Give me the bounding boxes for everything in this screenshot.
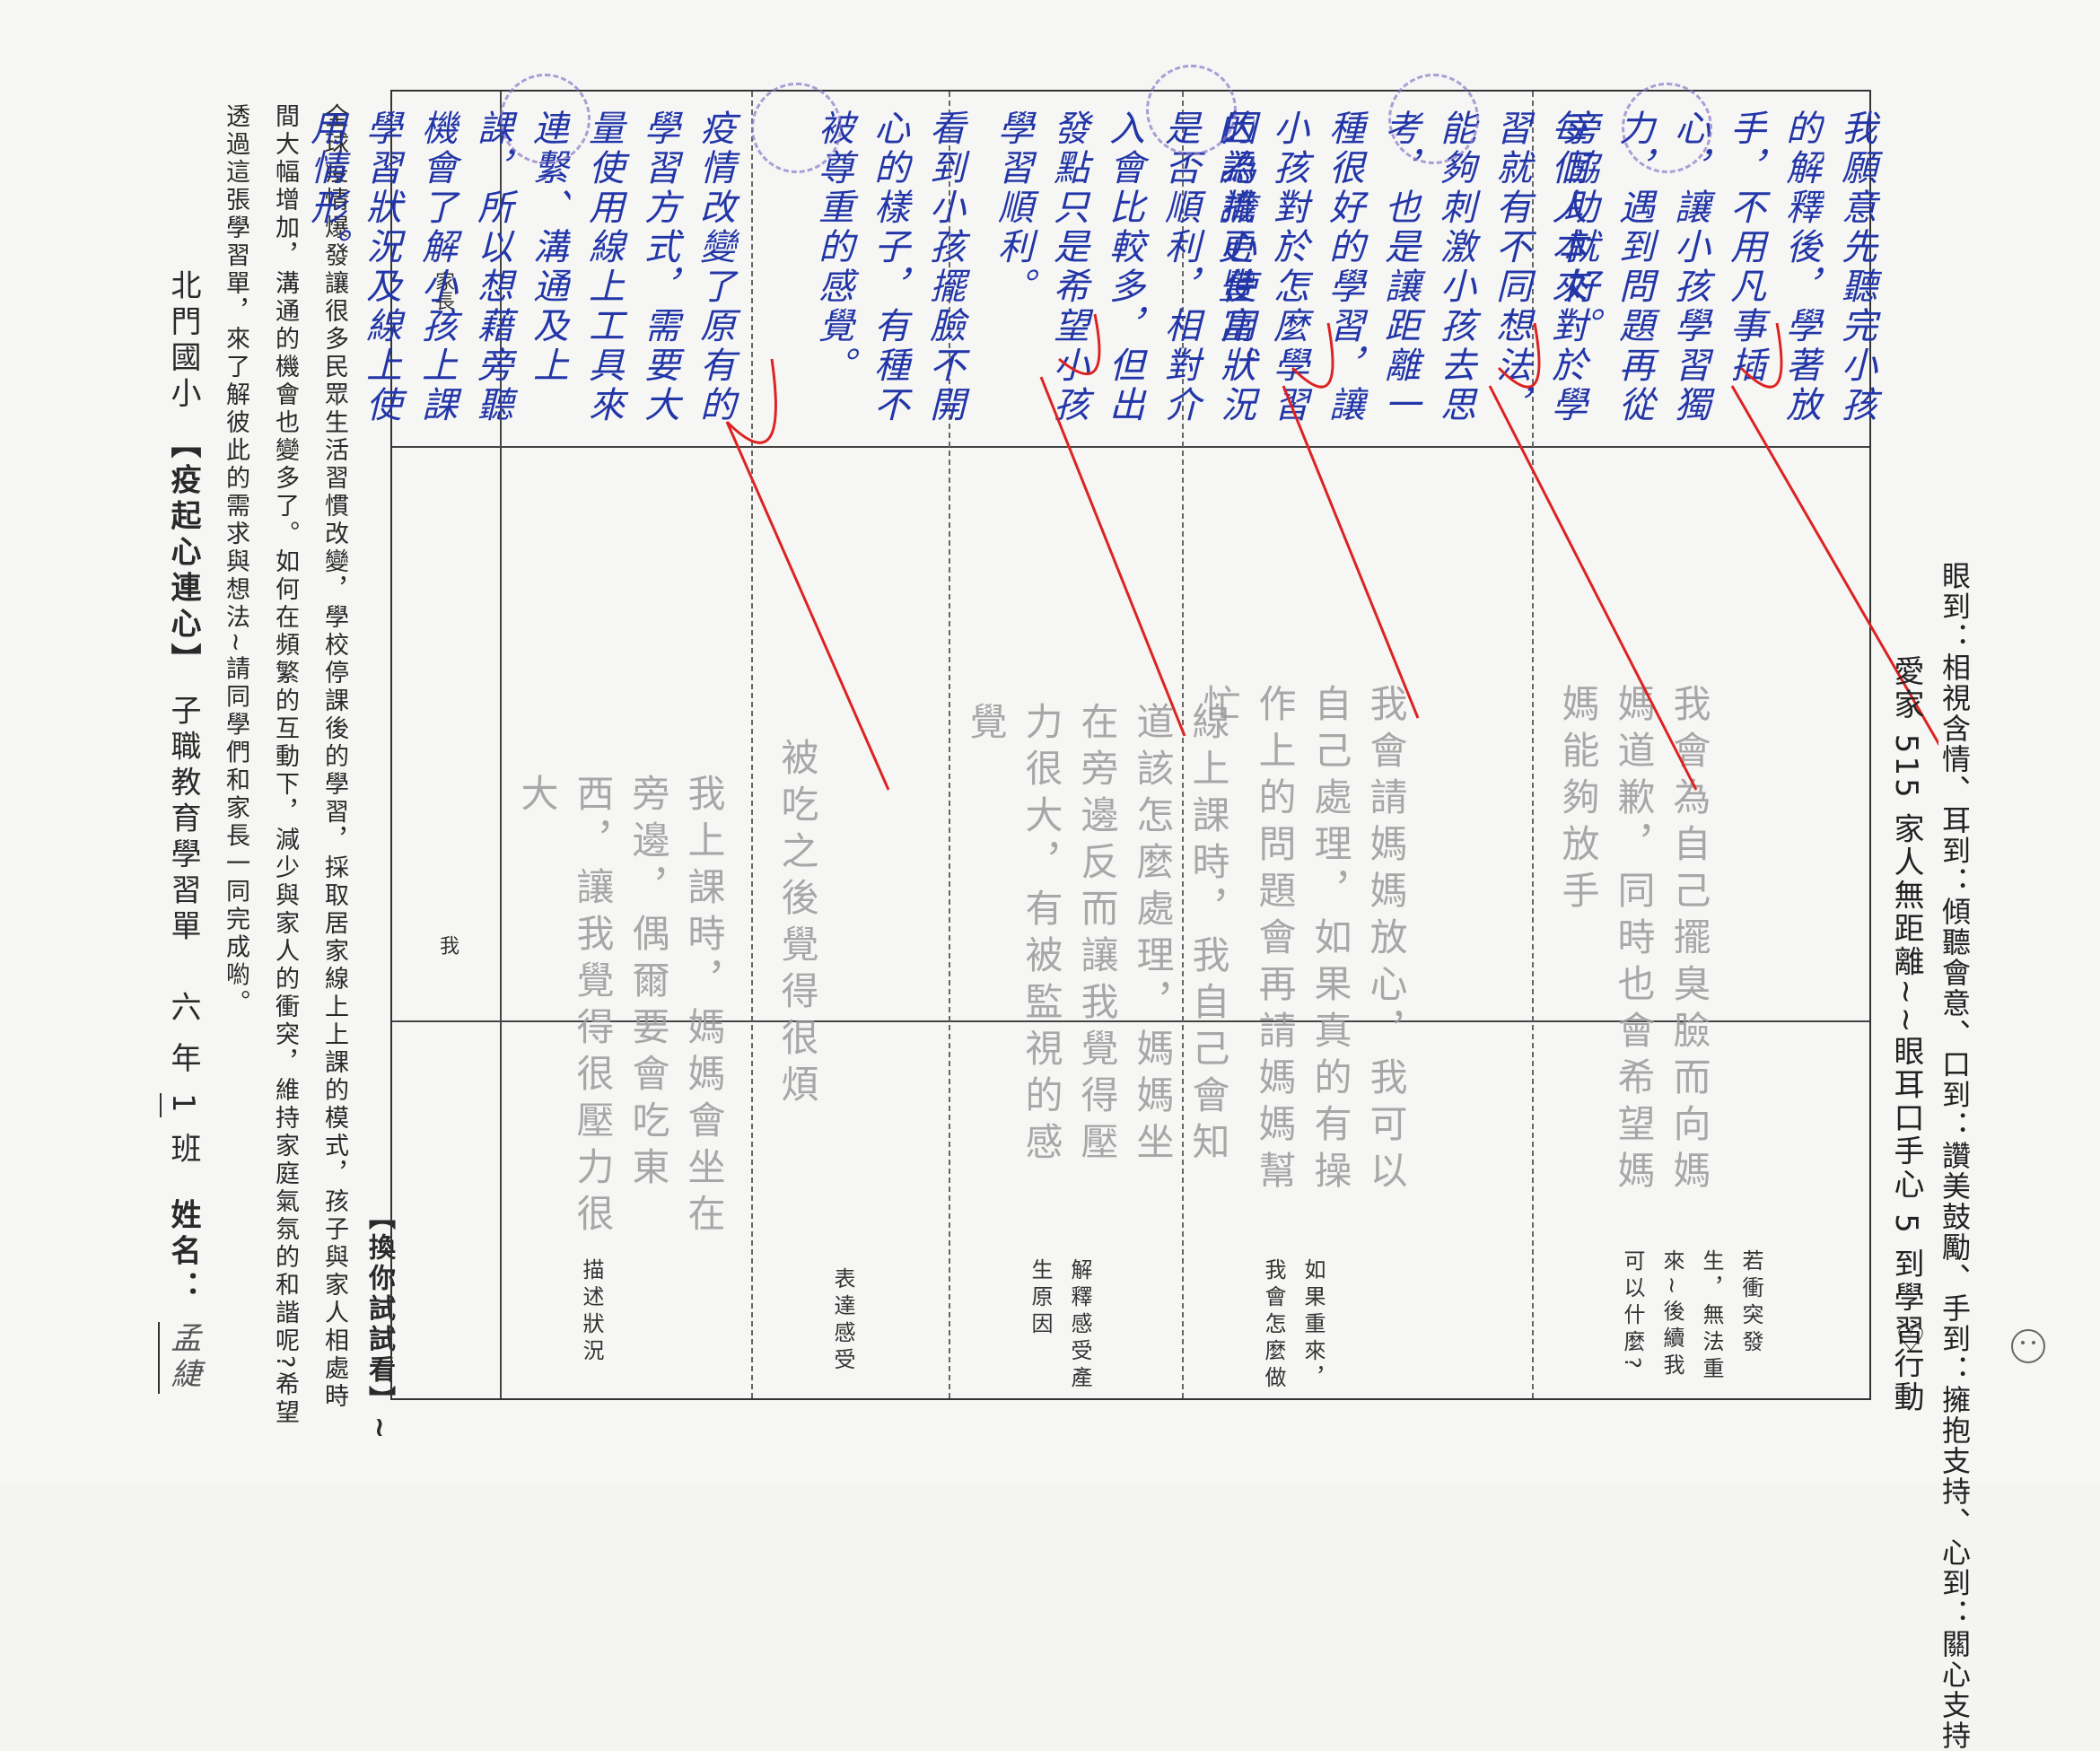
teacher-stamp [1388,74,1479,164]
school-name: 北門國小 [165,269,201,413]
subtitle: 子職教育學習單 [165,694,201,946]
header-row-divider [500,92,502,1398]
try-heading: 【換你試試看】~ [363,1203,395,1443]
grade: 六 [165,991,201,1028]
doodle-face-icon [2011,1329,2045,1363]
parent-cell-redo: 每個人本來對於學習就有不同想法，能夠刺激小孩去思考，也是讓距離一種很好的學習，讓… [1212,109,1587,425]
worksheet-table: 家長 我 描述狀況 表達感受 解釋感受產生原因 如果重來，我會怎麼做 若衝突發生… [304,65,1877,1400]
teacher-stamp [1622,83,1712,173]
grade-label: 年 [165,1041,201,1078]
row-label-describe: 描述狀況 [579,1258,604,1366]
row-divider-2 [949,92,950,1398]
me-cell-express: 被吃之後覺得很煩 [775,738,819,1111]
row-divider-4 [1532,92,1534,1398]
row-label-followup: 若衝突發生，無法重來~後續我可以什麼? [1620,1249,1763,1384]
class-label: 班 [165,1133,201,1169]
label-me-divider [392,1020,1869,1022]
parent-cell-describe: 疫情改變了原有的學習方式，需要大量使用線上工具來連繫、溝通及上課，所以想藉旁聽機… [304,109,735,425]
name-label: 姓名： [165,1198,201,1307]
teacher-stamp [751,83,842,173]
row-label-explain: 解釋感受產生原因 [1028,1258,1092,1393]
worksheet-page: 北門國小 【疫起心連心】 子職教育學習單 六 年 1 班 姓名： 孟緁 全球疫情… [158,65,2045,1751]
me-cell-redo: 我會請媽媽放心，我可以自己處理，如果真的有操作上的問題會再請媽媽幫忙 [1197,684,1408,1197]
row-divider-1 [751,92,753,1398]
column-header-me: 我 [436,935,459,955]
row-label-redo: 如果重來，我會怎麼做 [1261,1258,1326,1393]
intro-paragraph: 全球疫情爆發讓很多民眾生活習慣改變，學校停課後的學習，採取居家線上上課的模式，孩… [222,103,348,1428]
teacher-stamp [1146,65,1237,155]
title-bracket: 【疫起心連心】 [165,427,201,679]
me-cell-describe: 我上課時，媽媽會坐在旁邊，偶爾要會吃東西，讓我覺得很壓力很大 [515,774,726,1240]
row-divider-3 [1182,92,1184,1398]
footer-motto: 愛家 515 家人無距離~~眼耳口手心 5 到學習行動 [1888,655,1924,1414]
red-check-marks [725,313,1938,791]
row-label-express: 表達感受 [830,1267,855,1375]
class-number: 1 [160,1092,205,1118]
me-cell-explain: 線上課時，我自己會知道該怎麼處理，媽媽坐在旁邊反而讓我覺得壓力很大，有被監視的感… [964,702,1230,1169]
footer-five-senses: 眼到：相視含情、耳到：傾聽會意、口到：讚美鼓勵、手到：擁抱支持、心到：關心支持 [1938,561,1972,1751]
me-parent-divider [392,446,1869,448]
heart-icon: ♡ [1895,1319,1927,1359]
column-header-parent: 家長 [432,271,454,311]
parent-cell-explain: 因為擔心使用狀況是否順利，相對介入會比較多，但出發點只是希望小孩學習順利。 [992,109,1256,425]
worksheet-title: 北門國小 【疫起心連心】 子職教育學習單 六 年 1 班 姓名： 孟緁 [158,269,206,1394]
me-cell-followup: 我會為自己擺臭臉而向媽媽道歉，同時也會希望媽媽能夠放手 [1556,684,1711,1197]
name-value: 孟緁 [158,1321,206,1394]
teacher-stamp [500,74,591,164]
